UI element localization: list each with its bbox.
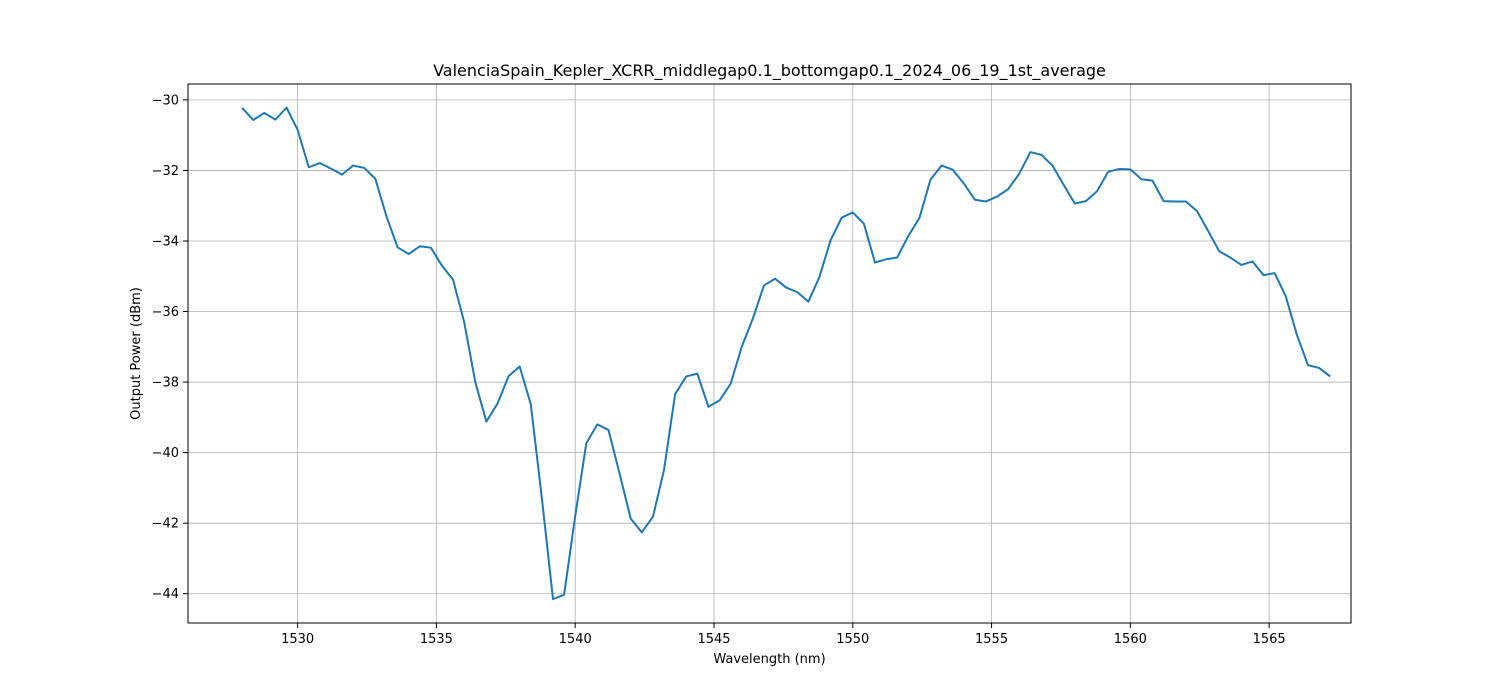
y-tick-label: −44 — [152, 587, 179, 602]
axis-ticks: 1530 1535 1540 1545 1550 1555 1560 1565 −44 −42 −4… — [152, 93, 1286, 647]
x-tick-label: 1530 — [281, 632, 314, 647]
y-tick-label: −32 — [152, 164, 179, 179]
x-tick-label: 1565 — [1253, 632, 1286, 647]
x-tick-label: 1555 — [975, 632, 1008, 647]
x-tick-label: 1535 — [420, 632, 453, 647]
y-tick-label: −42 — [152, 517, 179, 532]
y-tick-label: −36 — [152, 305, 179, 320]
x-tick-label: 1550 — [836, 632, 869, 647]
x-tick-label: 1560 — [1114, 632, 1147, 647]
plot-frame — [187, 83, 1352, 624]
y-axis-title: Output Power (dBm) — [129, 287, 144, 420]
series-line — [241, 106, 1331, 601]
chart-title: ValenciaSpain_Kepler_XCRR_middlegap0.1_b… — [433, 61, 1106, 81]
grid-lines — [188, 84, 1351, 623]
y-tick-label: −30 — [152, 93, 179, 108]
y-tick-label: −40 — [152, 446, 179, 461]
y-tick-label: −38 — [152, 376, 179, 391]
plot-background — [188, 84, 1351, 623]
x-tick-label: 1540 — [559, 632, 592, 647]
x-tick-label: 1545 — [697, 632, 730, 647]
x-axis-title: Wavelength (nm) — [713, 652, 825, 667]
y-tick-label: −34 — [152, 234, 179, 249]
